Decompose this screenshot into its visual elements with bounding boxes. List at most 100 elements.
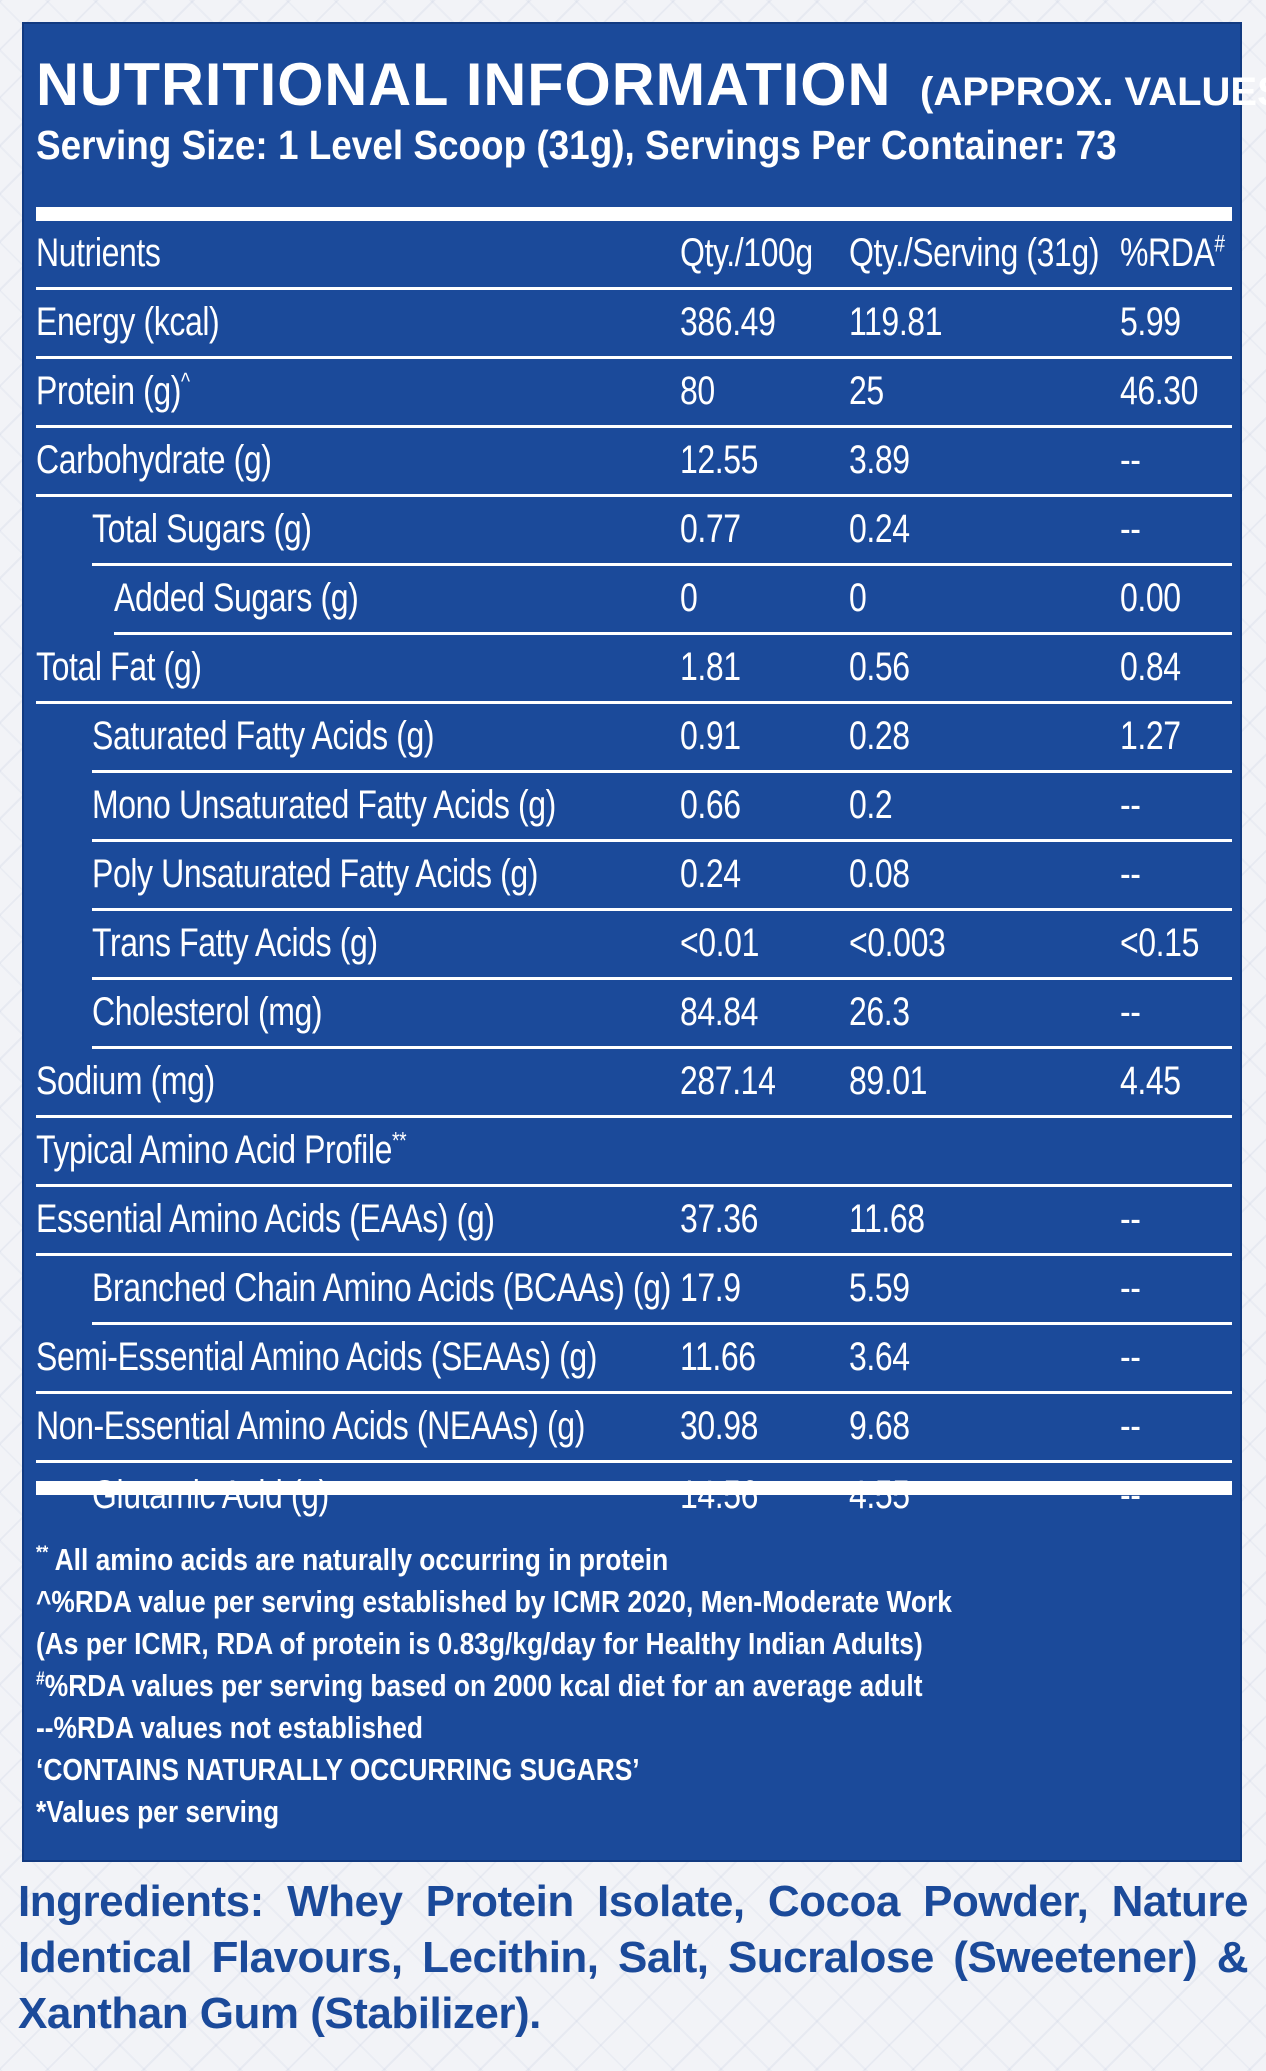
table-row: Typical Amino Acid Profile** bbox=[36, 1118, 1232, 1187]
table-header-row: Nutrients Qty./100g Qty./Serving (31g) %… bbox=[36, 221, 1232, 290]
value-per100: 84.84 bbox=[680, 990, 759, 1034]
serving-info: Serving Size: 1 Level Scoop (31g), Servi… bbox=[36, 122, 1117, 168]
value-per-serving: 9.68 bbox=[849, 1404, 910, 1448]
value-rda: -- bbox=[1120, 507, 1141, 551]
nutrient-name: Essential Amino Acids (EAAs) (g) bbox=[36, 1197, 495, 1241]
row-divider bbox=[92, 839, 1232, 842]
value-per100: 14.56 bbox=[680, 1473, 759, 1517]
row-divider bbox=[92, 563, 1232, 566]
nutrient-name: Sodium (mg) bbox=[36, 1059, 215, 1103]
table-row: Total Fat (g) 1.81 0.56 0.84 bbox=[36, 635, 1232, 704]
footnotes: ** All amino acids are naturally occurri… bbox=[36, 1539, 1232, 1833]
footnote: (As per ICMR, RDA of protein is 0.83g/kg… bbox=[36, 1626, 923, 1661]
value-per100: 12.55 bbox=[680, 438, 759, 482]
footnote: ** All amino acids are naturally occurri… bbox=[36, 1541, 669, 1577]
table-row: Total Sugars (g) 0.77 0.24 -- bbox=[36, 497, 1232, 566]
table-row: Branched Chain Amino Acids (BCAAs) (g) 17… bbox=[36, 1256, 1232, 1325]
table-row: Semi-Essential Amino Acids (SEAAs) (g) 11… bbox=[36, 1325, 1232, 1394]
value-per100: 30.98 bbox=[680, 1404, 759, 1448]
value-per100: 17.9 bbox=[680, 1266, 741, 1310]
value-rda: -- bbox=[1120, 1266, 1141, 1310]
col-header-per100: Qty./100g bbox=[680, 231, 813, 275]
value-per-serving: <0.003 bbox=[849, 921, 946, 965]
table-row: Sodium (mg) 287.14 89.01 4.45 bbox=[36, 1049, 1232, 1118]
ingredients-label: Ingredients: bbox=[18, 1877, 264, 1926]
value-per100: 386.49 bbox=[680, 300, 776, 344]
value-per100: 37.36 bbox=[680, 1197, 759, 1241]
value-rda: 5.99 bbox=[1120, 300, 1181, 344]
value-rda: <0.15 bbox=[1120, 921, 1199, 965]
value-per100: 80 bbox=[680, 369, 715, 413]
value-per100: 0.66 bbox=[680, 783, 741, 827]
top-divider bbox=[36, 207, 1232, 221]
table-row: Carbohydrate (g) 12.55 3.89 -- bbox=[36, 428, 1232, 497]
value-rda: -- bbox=[1120, 852, 1141, 896]
value-per-serving: 3.89 bbox=[849, 438, 910, 482]
nutrient-name: Typical Amino Acid Profile** bbox=[36, 1127, 407, 1172]
value-per-serving: 4.55 bbox=[849, 1473, 910, 1517]
value-per-serving: 3.64 bbox=[849, 1335, 910, 1379]
nutrient-name: Semi-Essential Amino Acids (SEAAs) (g) bbox=[36, 1335, 597, 1379]
value-per-serving: 0.56 bbox=[849, 645, 910, 689]
nutrient-name: Poly Unsaturated Fatty Acids (g) bbox=[92, 852, 539, 896]
value-per100: 0.77 bbox=[680, 507, 741, 551]
value-per-serving: 25 bbox=[849, 369, 884, 413]
nutrient-name: Saturated Fatty Acids (g) bbox=[92, 714, 435, 758]
nutrient-name: Mono Unsaturated Fatty Acids (g) bbox=[92, 783, 556, 827]
value-per100: 0.24 bbox=[680, 852, 741, 896]
nutrient-name: Total Sugars (g) bbox=[92, 507, 312, 551]
row-divider bbox=[92, 908, 1232, 911]
value-per100: 287.14 bbox=[680, 1059, 776, 1103]
value-rda: 4.45 bbox=[1120, 1059, 1181, 1103]
value-per-serving: 0 bbox=[849, 576, 867, 620]
value-per-serving: 0.08 bbox=[849, 852, 910, 896]
value-per-serving: 89.01 bbox=[849, 1059, 928, 1103]
value-per100: 11.66 bbox=[680, 1335, 756, 1379]
value-rda: 0.00 bbox=[1120, 576, 1181, 620]
nutrient-name: Energy (kcal) bbox=[36, 300, 220, 344]
table-row: Energy (kcal) 386.49 119.81 5.99 bbox=[36, 290, 1232, 359]
row-divider bbox=[92, 1046, 1232, 1049]
nutrient-name: Cholesterol (mg) bbox=[92, 990, 323, 1034]
value-per100: <0.01 bbox=[680, 921, 759, 965]
nutrient-name: Added Sugars (g) bbox=[114, 576, 359, 620]
value-rda: -- bbox=[1120, 783, 1141, 827]
row-divider bbox=[92, 1322, 1232, 1325]
nutrient-name: Trans Fatty Acids (g) bbox=[92, 921, 378, 965]
value-per-serving: 0.28 bbox=[849, 714, 910, 758]
value-per-serving: 0.24 bbox=[849, 507, 910, 551]
ingredients-list: Whey Protein Isolate, Cocoa Powder, Natu… bbox=[18, 1877, 1249, 2038]
nutrition-table: Nutrients Qty./100g Qty./Serving (31g) %… bbox=[36, 221, 1232, 1532]
table-row: Trans Fatty Acids (g) <0.01 <0.003 <0.15 bbox=[36, 911, 1232, 980]
table-row: Protein (g)^ 80 25 46.30 bbox=[36, 359, 1232, 428]
row-divider bbox=[114, 632, 1232, 635]
value-rda: -- bbox=[1120, 1335, 1141, 1379]
col-header-rda: %RDA# bbox=[1120, 230, 1225, 275]
footnote: ‘CONTAINS NATURALLY OCCURRING SUGARS’ bbox=[36, 1752, 640, 1787]
nutrition-panel: NUTRITIONAL INFORMATION (APPROX. VALUES):… bbox=[22, 22, 1266, 1862]
value-per-serving: 5.59 bbox=[849, 1266, 910, 1310]
table-row: Cholesterol (mg) 84.84 26.3 -- bbox=[36, 980, 1232, 1049]
table-row: Glutamic Acid (g) 14.56 4.55 -- bbox=[36, 1463, 1232, 1532]
ingredients-text: Ingredients: Whey Protein Isolate, Cocoa… bbox=[18, 1874, 1249, 2042]
footnote: *Values per serving bbox=[36, 1794, 280, 1829]
footnote: #%RDA values per serving based on 2000 k… bbox=[36, 1667, 923, 1703]
table-row: Poly Unsaturated Fatty Acids (g) 0.24 0.08… bbox=[36, 842, 1232, 911]
value-rda: -- bbox=[1120, 1473, 1141, 1517]
nutrient-name: Protein (g)^ bbox=[36, 368, 190, 413]
nutrient-name: Total Fat (g) bbox=[36, 645, 202, 689]
value-rda: 46.30 bbox=[1120, 369, 1199, 413]
value-per-serving: 0.2 bbox=[849, 783, 893, 827]
value-per100: 1.81 bbox=[680, 645, 741, 689]
value-rda: 1.27 bbox=[1120, 714, 1181, 758]
nutrient-name: Carbohydrate (g) bbox=[36, 438, 272, 482]
row-divider bbox=[92, 977, 1232, 980]
footnote: --%RDA values not established bbox=[36, 1710, 424, 1745]
value-per100: 0 bbox=[680, 576, 698, 620]
table-row: Non-Essential Amino Acids (NEAAs) (g) 30.… bbox=[36, 1394, 1232, 1463]
row-divider bbox=[92, 770, 1232, 773]
value-per100: 0.91 bbox=[680, 714, 741, 758]
nutrient-name: Branched Chain Amino Acids (BCAAs) (g) bbox=[92, 1266, 671, 1310]
